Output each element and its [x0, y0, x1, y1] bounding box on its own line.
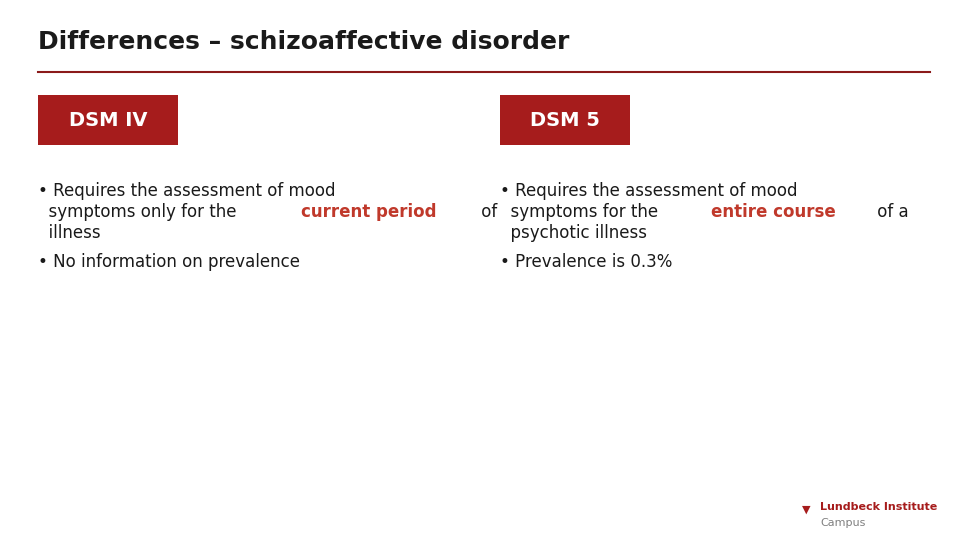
Text: ▼: ▼ — [802, 505, 810, 515]
Text: • Requires the assessment of mood: • Requires the assessment of mood — [38, 182, 335, 200]
Text: DSM 5: DSM 5 — [530, 111, 600, 130]
Text: • Prevalence is 0.3%: • Prevalence is 0.3% — [500, 253, 672, 271]
Text: • Requires the assessment of mood: • Requires the assessment of mood — [500, 182, 798, 200]
Text: current period: current period — [300, 203, 437, 221]
FancyBboxPatch shape — [38, 95, 178, 145]
Text: of: of — [476, 203, 497, 221]
Text: Campus: Campus — [820, 518, 865, 528]
Text: symptoms only for the: symptoms only for the — [38, 203, 242, 221]
Text: DSM IV: DSM IV — [69, 111, 147, 130]
Text: symptoms for the: symptoms for the — [500, 203, 663, 221]
Text: Differences – schizoaffective disorder: Differences – schizoaffective disorder — [38, 30, 569, 54]
Text: of a: of a — [872, 203, 908, 221]
FancyBboxPatch shape — [500, 95, 630, 145]
Text: Lundbeck Institute: Lundbeck Institute — [820, 502, 937, 512]
Text: entire course: entire course — [710, 203, 835, 221]
Text: illness: illness — [38, 224, 101, 242]
Text: • No information on prevalence: • No information on prevalence — [38, 253, 300, 271]
Text: psychotic illness: psychotic illness — [500, 224, 647, 242]
